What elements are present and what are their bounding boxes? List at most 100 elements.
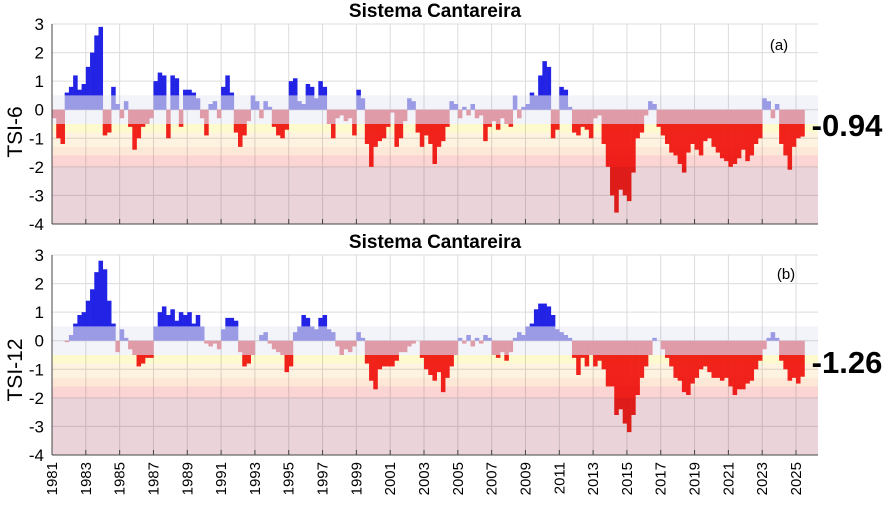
bar-wet-strong: [533, 309, 539, 327]
bar-wet-strong: [318, 81, 323, 96]
bar-wet-strong: [90, 52, 95, 96]
bar-wet-strong: [81, 84, 87, 96]
bar-wet-strong: [542, 61, 547, 96]
x-tick-label: 1999: [348, 462, 365, 495]
x-tick-label: 2005: [450, 462, 467, 495]
bar-wet-strong: [77, 315, 82, 327]
x-tick-label: 1983: [78, 462, 95, 495]
bar-wet-strong: [77, 89, 82, 96]
bar-wet-strong: [157, 312, 163, 327]
bar-wet-strong: [73, 75, 78, 96]
category-band: [52, 355, 818, 364]
y-tick-label: 0: [35, 101, 44, 120]
x-tick-label: 1987: [145, 462, 162, 495]
bar-wet-strong: [538, 75, 543, 96]
bar-wet-strong: [546, 306, 552, 327]
x-tick-label: 1981: [44, 462, 61, 495]
bar-wet-strong: [550, 315, 556, 327]
bar-wet-strong: [94, 272, 99, 327]
bar-wet-strong: [170, 309, 175, 327]
y-tick-label: -4: [29, 446, 44, 465]
bar-wet-strong: [153, 81, 158, 96]
bar-wet-strong: [166, 315, 171, 327]
x-tick-label: 2015: [619, 462, 636, 495]
x-tick-label: 2021: [720, 462, 737, 495]
bar-wet-strong: [174, 320, 180, 327]
bar-wet-strong: [322, 315, 328, 327]
panel-a-ylabel: TSI-6: [4, 106, 27, 157]
bar-wet-strong: [538, 303, 543, 327]
bar-wet-strong: [221, 86, 226, 96]
category-band: [52, 386, 818, 398]
y-tick-label: -1: [29, 360, 44, 379]
panel-b-title: Sistema Cantareira: [349, 232, 522, 253]
bar-wet-strong: [187, 312, 192, 327]
x-tick-label: 2009: [517, 462, 534, 495]
category-band: [52, 146, 818, 156]
bar-wet-strong: [187, 89, 192, 96]
category-band: [52, 397, 818, 455]
bar-wet-strong: [85, 300, 91, 327]
bar-wet-strong: [233, 320, 239, 327]
y-tick-label: 0: [35, 332, 44, 351]
category-band: [52, 95, 818, 124]
bar-wet-strong: [305, 317, 311, 327]
bar-wet-strong: [68, 86, 74, 96]
y-tick-label: -4: [29, 215, 44, 234]
bar-wet-strong: [529, 323, 535, 327]
bar-wet-strong: [229, 92, 235, 96]
x-tick-label: 1985: [112, 462, 129, 495]
y-tick-label: -2: [29, 389, 44, 408]
x-tick-label: 1989: [179, 462, 196, 495]
x-tick-label: 1997: [315, 462, 332, 495]
bar-wet-strong: [229, 317, 235, 327]
x-tick-label: 2003: [416, 462, 433, 495]
category-band: [52, 124, 818, 133]
bar-wet-strong: [64, 92, 70, 96]
bar-wet-strong: [322, 86, 328, 96]
bar-wet-strong: [178, 312, 184, 327]
bar-wet-strong: [309, 86, 315, 96]
bar-wet-strong: [195, 315, 201, 327]
bar-wet-strong: [85, 66, 91, 96]
y-tick-label: 1: [35, 72, 44, 91]
x-tick-label: 2017: [653, 462, 670, 495]
bar-wet-strong: [225, 317, 230, 327]
bar-wet-strong: [161, 306, 167, 327]
bar-wet-strong: [102, 269, 108, 327]
category-band: [52, 326, 818, 355]
panel-b-tsi12: 3 2 1 0 -1 -2 -3 -4 Sistema Cantareira TSI-12 (…: [4, 232, 882, 465]
panel-a-title: Sistema Cantareira: [349, 1, 522, 22]
y-tick-label: 3: [35, 246, 44, 265]
x-tick-label: 2023: [754, 462, 771, 495]
x-tick-label: 2001: [382, 462, 399, 495]
bar-wet-strong: [546, 66, 552, 96]
category-band: [52, 166, 818, 224]
bar-wet-strong: [73, 323, 78, 327]
x-tick-label: 1991: [213, 462, 230, 495]
bar-wet-strong: [111, 86, 116, 96]
y-tick-label: 2: [35, 275, 44, 294]
panel-b-tag: (b): [777, 266, 795, 283]
x-tick-label: 2019: [687, 462, 704, 495]
panel-a-tsi6: 3 2 1 0 -1 -2 -3 -4 Sistema Cantareira TSI-6 (a…: [4, 1, 883, 234]
bar-wet-strong: [170, 75, 175, 96]
category-band: [52, 132, 818, 147]
x-tick-label: 1993: [247, 462, 264, 495]
bar-wet-strong: [98, 26, 104, 96]
bar-wet-strong: [225, 75, 230, 96]
category-band: [52, 155, 818, 167]
bar-wet-strong: [542, 303, 547, 327]
bar-wet-strong: [563, 89, 569, 96]
y-tick-label: -1: [29, 129, 44, 148]
x-tick-label: 1995: [281, 462, 298, 495]
panel-b-ylabel: TSI-12: [4, 338, 27, 401]
bar-wet-strong: [318, 317, 323, 327]
bar-wet-strong: [98, 260, 104, 327]
y-tick-label: -3: [29, 186, 44, 205]
bar-wet-strong: [183, 315, 188, 327]
bar-wet-strong: [81, 312, 87, 327]
bar-wet-strong: [288, 81, 294, 96]
bar-wet-strong: [191, 323, 197, 327]
